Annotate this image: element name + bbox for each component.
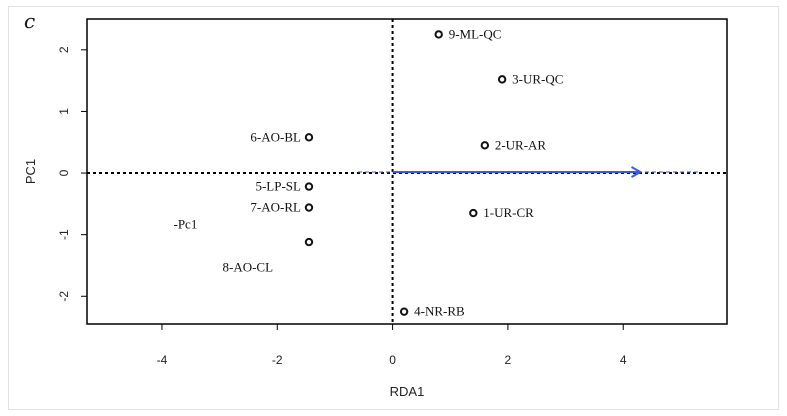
annotation-label: 8-AO-CL (222, 260, 273, 275)
x-tick-label: -2 (272, 353, 283, 367)
x-tick-label: 4 (620, 353, 627, 367)
site-point (304, 237, 314, 247)
x-tick-label: 0 (389, 353, 396, 367)
point-label: 2-UR-AR (495, 137, 547, 152)
axis-ticks: -4 -2 0 2 4 -2 -1 0 1 2 (57, 46, 627, 367)
plot-area (86, 18, 728, 325)
site-point (304, 182, 314, 191)
rda-biplot: c -4 -2 0 2 4 -2 -1 0 1 2 9-ML-QC 3-UR-QC 2-UR-AR 6-… (23, 9, 728, 399)
x-tick-label: -4 (157, 353, 168, 367)
site-point (480, 141, 490, 150)
site-point (304, 133, 314, 142)
y-axis-label: PC1 (23, 159, 38, 184)
annotation-label: -Pc1 (173, 216, 197, 231)
site-points: 9-ML-QC 3-UR-QC 2-UR-AR 6-AO-BL 5-LP-SL 7-AO-… (173, 26, 563, 318)
point-label: 5-LP-SL (255, 179, 301, 194)
chart-frame: c -4 -2 0 2 4 -2 -1 0 1 2 9-ML-QC 3-UR-QC 2-UR-AR 6-… (8, 6, 779, 410)
x-axis-label: RDA1 (390, 384, 425, 399)
y-tick-label: 1 (57, 108, 71, 115)
y-tick-label: 0 (57, 169, 71, 176)
point-label: 4-NR-RB (414, 304, 465, 319)
point-label: 7-AO-RL (250, 200, 301, 215)
point-label: 9-ML-QC (449, 26, 502, 41)
rda-arrow (392, 166, 643, 178)
point-label: 3-UR-QC (512, 71, 563, 86)
site-point (434, 30, 443, 39)
site-point (304, 203, 314, 212)
site-point (497, 75, 507, 84)
site-point (399, 307, 409, 316)
y-tick-label: -1 (57, 229, 71, 240)
y-tick-label: 2 (57, 46, 71, 53)
y-tick-label: -2 (57, 291, 71, 302)
x-tick-label: 2 (505, 353, 512, 367)
point-label: 6-AO-BL (250, 129, 301, 144)
point-label: 1-UR-CR (483, 205, 534, 220)
site-point (469, 208, 478, 218)
panel-label: c (24, 9, 35, 33)
arrow-head (631, 166, 643, 178)
